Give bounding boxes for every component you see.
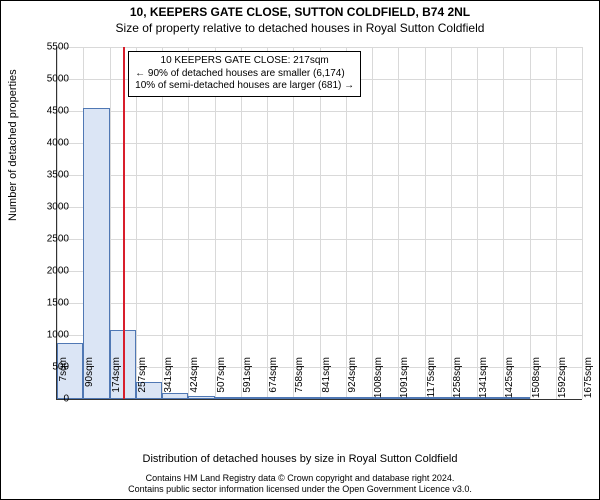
xtick-label: 507sqm (216, 357, 227, 407)
ytick-label: 4000 (29, 138, 69, 149)
xtick-label: 758sqm (294, 357, 305, 407)
gridline-v (451, 47, 452, 399)
chart-title: 10, KEEPERS GATE CLOSE, SUTTON COLDFIELD… (1, 5, 599, 19)
gridline-v (320, 47, 321, 399)
gridline-v (477, 47, 478, 399)
xtick-label: 674sqm (268, 357, 279, 407)
ytick-label: 2500 (29, 234, 69, 245)
xtick-label: 1425sqm (504, 357, 515, 407)
gridline-v (241, 47, 242, 399)
chart-subtitle: Size of property relative to detached ho… (1, 21, 599, 35)
gridline-v (503, 47, 504, 399)
ytick-label: 4500 (29, 106, 69, 117)
xtick-label: 1592sqm (557, 357, 568, 407)
chart-area: 10 KEEPERS GATE CLOSE: 217sqm← 90% of de… (56, 47, 581, 399)
gridline-v (556, 47, 557, 399)
license-text: Contains HM Land Registry data © Crown c… (1, 473, 599, 496)
xtick-label: 90sqm (84, 357, 95, 407)
annotation-box: 10 KEEPERS GATE CLOSE: 217sqm← 90% of de… (128, 51, 361, 97)
xtick-label: 174sqm (111, 357, 122, 407)
gridline-v (530, 47, 531, 399)
gridline-v (346, 47, 347, 399)
xtick-label: 1341sqm (478, 357, 489, 407)
xtick-label: 1091sqm (399, 357, 410, 407)
ytick-label: 1000 (29, 330, 69, 341)
ytick-label: 5500 (29, 42, 69, 53)
license-line-2: Contains public sector information licen… (1, 484, 599, 495)
ytick-label: 3000 (29, 202, 69, 213)
gridline-v (372, 47, 373, 399)
plot-area: 10 KEEPERS GATE CLOSE: 217sqm← 90% of de… (56, 47, 582, 400)
marker-line (123, 47, 125, 399)
xtick-label: 591sqm (242, 357, 253, 407)
xtick-label: 924sqm (347, 357, 358, 407)
gridline-v (398, 47, 399, 399)
x-axis-label: Distribution of detached houses by size … (1, 453, 599, 465)
xtick-label: 341sqm (163, 357, 174, 407)
xtick-label: 257sqm (137, 357, 148, 407)
ytick-label: 5000 (29, 74, 69, 85)
y-axis-label: Number of detached properties (7, 69, 19, 221)
xtick-label: 1258sqm (452, 357, 463, 407)
chart-container: 10, KEEPERS GATE CLOSE, SUTTON COLDFIELD… (0, 0, 600, 500)
gridline-v (293, 47, 294, 399)
xtick-label: 1175sqm (426, 357, 437, 407)
ytick-label: 3500 (29, 170, 69, 181)
gridline-v (582, 47, 583, 399)
xtick-label: 7sqm (58, 357, 69, 407)
license-line-1: Contains HM Land Registry data © Crown c… (1, 473, 599, 484)
histogram-bar (83, 108, 109, 399)
gridline-v (215, 47, 216, 399)
xtick-label: 841sqm (321, 357, 332, 407)
gridline-v (162, 47, 163, 399)
gridline-v (425, 47, 426, 399)
xtick-label: 1508sqm (531, 357, 542, 407)
gridline-v (267, 47, 268, 399)
annotation-line-1: 10 KEEPERS GATE CLOSE: 217sqm (135, 55, 354, 68)
annotation-line-3: 10% of semi-detached houses are larger (… (135, 80, 354, 93)
ytick-label: 2000 (29, 266, 69, 277)
xtick-label: 424sqm (189, 357, 200, 407)
gridline-v (136, 47, 137, 399)
xtick-label: 1675sqm (583, 357, 594, 407)
xtick-label: 1008sqm (373, 357, 384, 407)
ytick-label: 1500 (29, 298, 69, 309)
annotation-line-2: ← 90% of detached houses are smaller (6,… (135, 68, 354, 81)
gridline-v (188, 47, 189, 399)
